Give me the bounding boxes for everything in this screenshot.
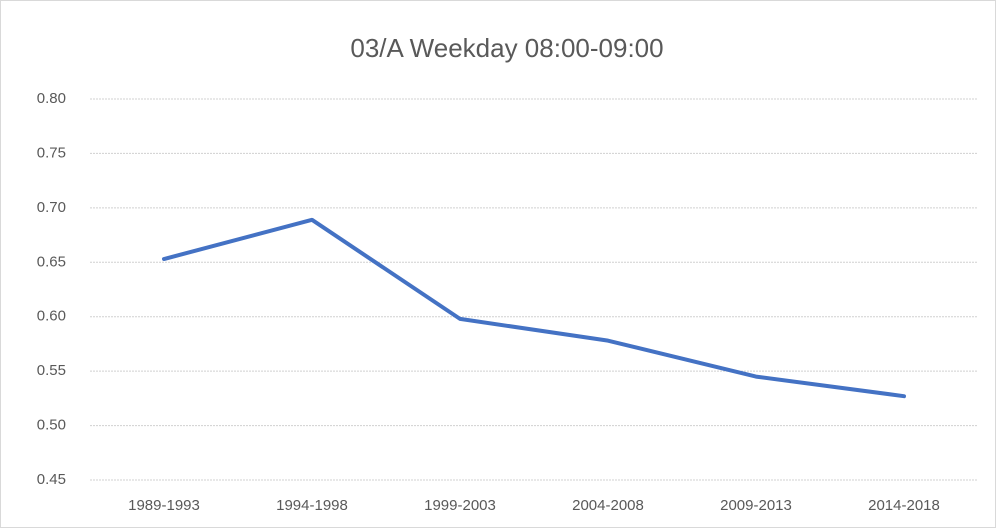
x-tick-label: 2009-2013 [720, 497, 792, 514]
x-tick-label: 1999-2003 [424, 497, 496, 514]
x-tick-label: 2004-2008 [572, 497, 644, 514]
y-tick-label: 0.80 [37, 90, 66, 107]
y-tick-label: 0.70 [37, 199, 66, 216]
x-tick-label: 1994-1998 [276, 497, 348, 514]
chart-title: 03/A Weekday 08:00-09:00 [350, 33, 663, 63]
x-tick-label: 1989-1993 [128, 497, 200, 514]
y-tick-label: 0.50 [37, 417, 66, 434]
y-tick-label: 0.55 [37, 362, 66, 379]
y-tick-label: 0.45 [37, 471, 66, 488]
y-tick-label: 0.75 [37, 144, 66, 161]
y-tick-label: 0.65 [37, 253, 66, 270]
data-line [162, 217, 906, 399]
y-tick-label: 0.60 [37, 308, 66, 325]
x-tick-label: 2014-2018 [868, 497, 940, 514]
